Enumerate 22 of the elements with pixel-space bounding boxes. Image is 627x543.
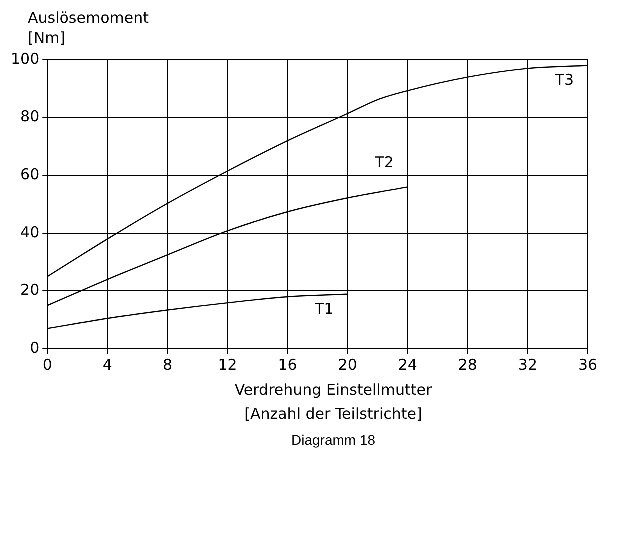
series-label: T3 <box>554 71 574 90</box>
series-label: T1 <box>314 300 334 318</box>
y-tick-label: 40 <box>20 223 40 242</box>
y-tick-label: 100 <box>10 50 40 68</box>
x-tick-label: 12 <box>218 356 238 374</box>
x-tick-label: 32 <box>518 356 538 374</box>
x-tick-label: 16 <box>278 356 298 374</box>
x-tick-label: 4 <box>102 356 112 374</box>
series-label: T2 <box>374 154 394 172</box>
y-axis-title: Auslösemoment [Nm] <box>28 8 150 48</box>
y-tick-label: 60 <box>20 165 40 184</box>
x-tick-label: 0 <box>42 356 52 374</box>
text: Diagramm 18 <box>290 432 377 448</box>
y-tick-label: 20 <box>20 281 40 300</box>
y-tick-label: 0 <box>30 338 40 357</box>
x-tick-label: 28 <box>458 356 478 374</box>
x-tick-label: 20 <box>338 356 358 374</box>
x-tick-label: 36 <box>578 356 598 374</box>
x-tick-label: 8 <box>162 356 172 374</box>
x-tick-label: 24 <box>398 356 418 374</box>
y-tick-label: 80 <box>20 108 40 126</box>
x-axis-title: Verdrehung Einstellmutter [Anzahl der Teilstrichte] <box>234 380 434 425</box>
